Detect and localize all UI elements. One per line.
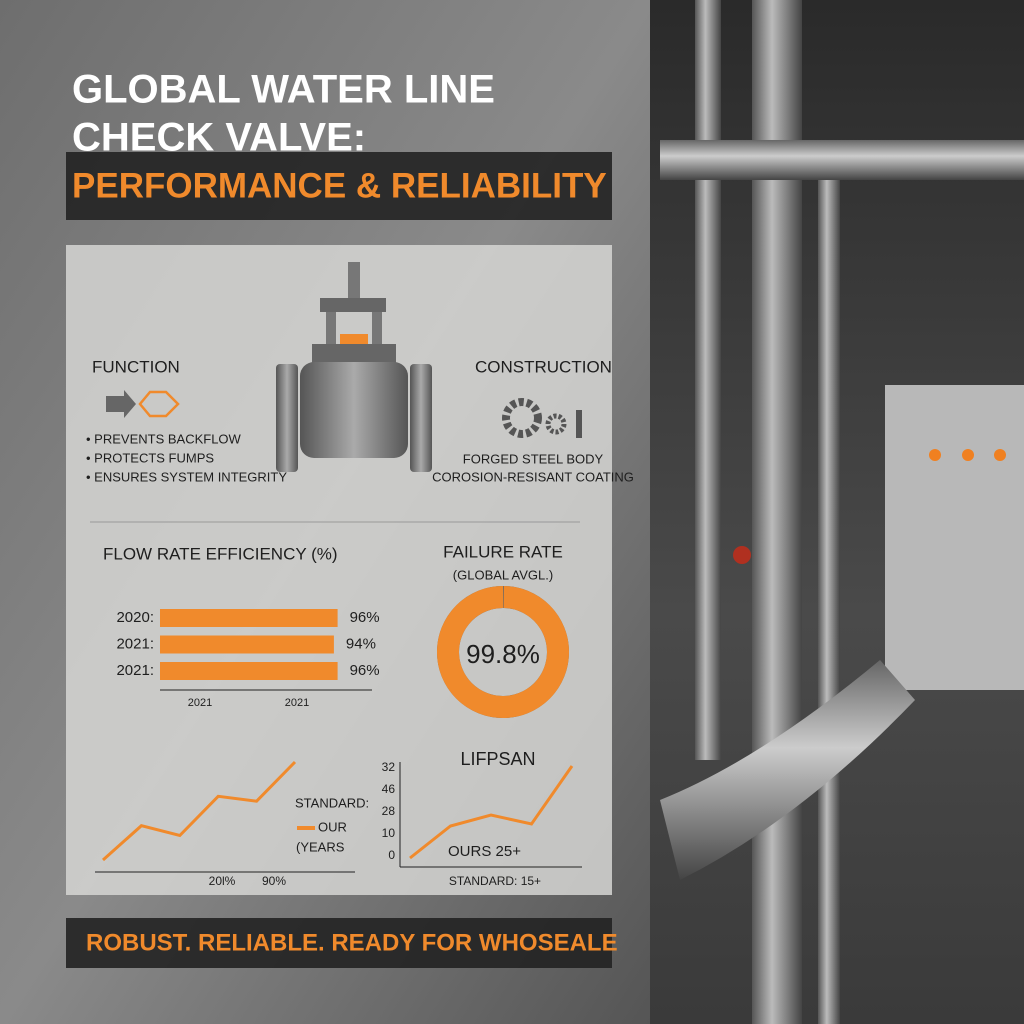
donut-label: 99.8%: [466, 639, 540, 669]
valve-illustration: [276, 262, 432, 472]
bullet: • ENSURES SYSTEM INTEGRITY: [86, 469, 287, 484]
bar: [160, 662, 338, 680]
bar-chart: 2020: 96% 2021: 94% 2021: 96%: [116, 609, 380, 680]
pipe: [660, 140, 1024, 180]
pipe: [818, 180, 840, 1024]
construction-item: FORGED STEEL BODY: [463, 451, 604, 466]
valve-wheel: [733, 546, 751, 564]
label: OURS 25+: [448, 843, 521, 860]
axis-label: 90%: [262, 874, 286, 888]
label: STANDARD: 15+: [449, 874, 541, 888]
tick-labels: 32 46 28 10 0: [382, 760, 396, 862]
chart-title: LIFPSAN: [460, 749, 535, 769]
bar: [160, 609, 338, 627]
heading: FUNCTION: [92, 357, 180, 376]
subtitle-bar: [66, 152, 612, 220]
axis-label: 2021: [285, 697, 309, 709]
value-label: 96%: [350, 609, 380, 626]
tick-label: 28: [382, 804, 396, 818]
construction-item: COROSION-RESISANT COATING: [432, 469, 634, 484]
bullet: • PREVENTS BACKFLOW: [86, 431, 242, 446]
heading: CONSTRUCTION: [475, 357, 612, 376]
axis-label: 2021: [188, 697, 212, 709]
pipe: [695, 0, 721, 760]
legend-text: (YEARS: [296, 839, 345, 854]
tick-label: 32: [382, 760, 396, 774]
gear-icon: [502, 398, 542, 438]
legend-text: OUR: [318, 819, 347, 834]
lifespan-line: [409, 765, 574, 860]
bar-label: 2021:: [116, 662, 154, 679]
bullet: • PROTECTS FUMPS: [86, 450, 214, 465]
legend-text: STANDARD:: [295, 795, 369, 810]
control-panel: [885, 385, 1024, 690]
bar: [160, 635, 334, 654]
pipe: [660, 660, 915, 880]
trend-line: [102, 760, 297, 862]
value-label: 94%: [346, 635, 376, 652]
bar-label: 2021:: [116, 635, 154, 652]
tick-label: 10: [382, 826, 396, 840]
stop-icon: [138, 390, 180, 418]
lamp: [994, 449, 1006, 461]
title: GLOBAL WATER LINE: [72, 68, 495, 112]
value-label: 96%: [350, 662, 380, 679]
gear-icon: [545, 413, 567, 435]
subtitle: PERFORMANCE & RELIABILITY: [72, 166, 607, 205]
chart-title: FLOW RATE EFFICIENCY (%): [103, 544, 338, 563]
footer: ROBUST. RELIABLE. READY FOR WHOSEALE: [86, 929, 618, 956]
lamp: [929, 449, 941, 461]
chart-title: FAILURE RATE: [443, 542, 563, 561]
axis-label: 20l%: [209, 874, 236, 888]
lamp: [962, 449, 974, 461]
bar-label: 2020:: [116, 609, 154, 626]
chart-subtitle: (GLOBAL AVGL.): [453, 567, 553, 582]
arrow-icon: [106, 390, 136, 418]
tick-label: 0: [388, 848, 395, 862]
footer-bar: [66, 918, 612, 968]
tool-icon: [576, 410, 582, 438]
donut-arc: [437, 586, 570, 718]
tick-label: 46: [382, 782, 396, 796]
